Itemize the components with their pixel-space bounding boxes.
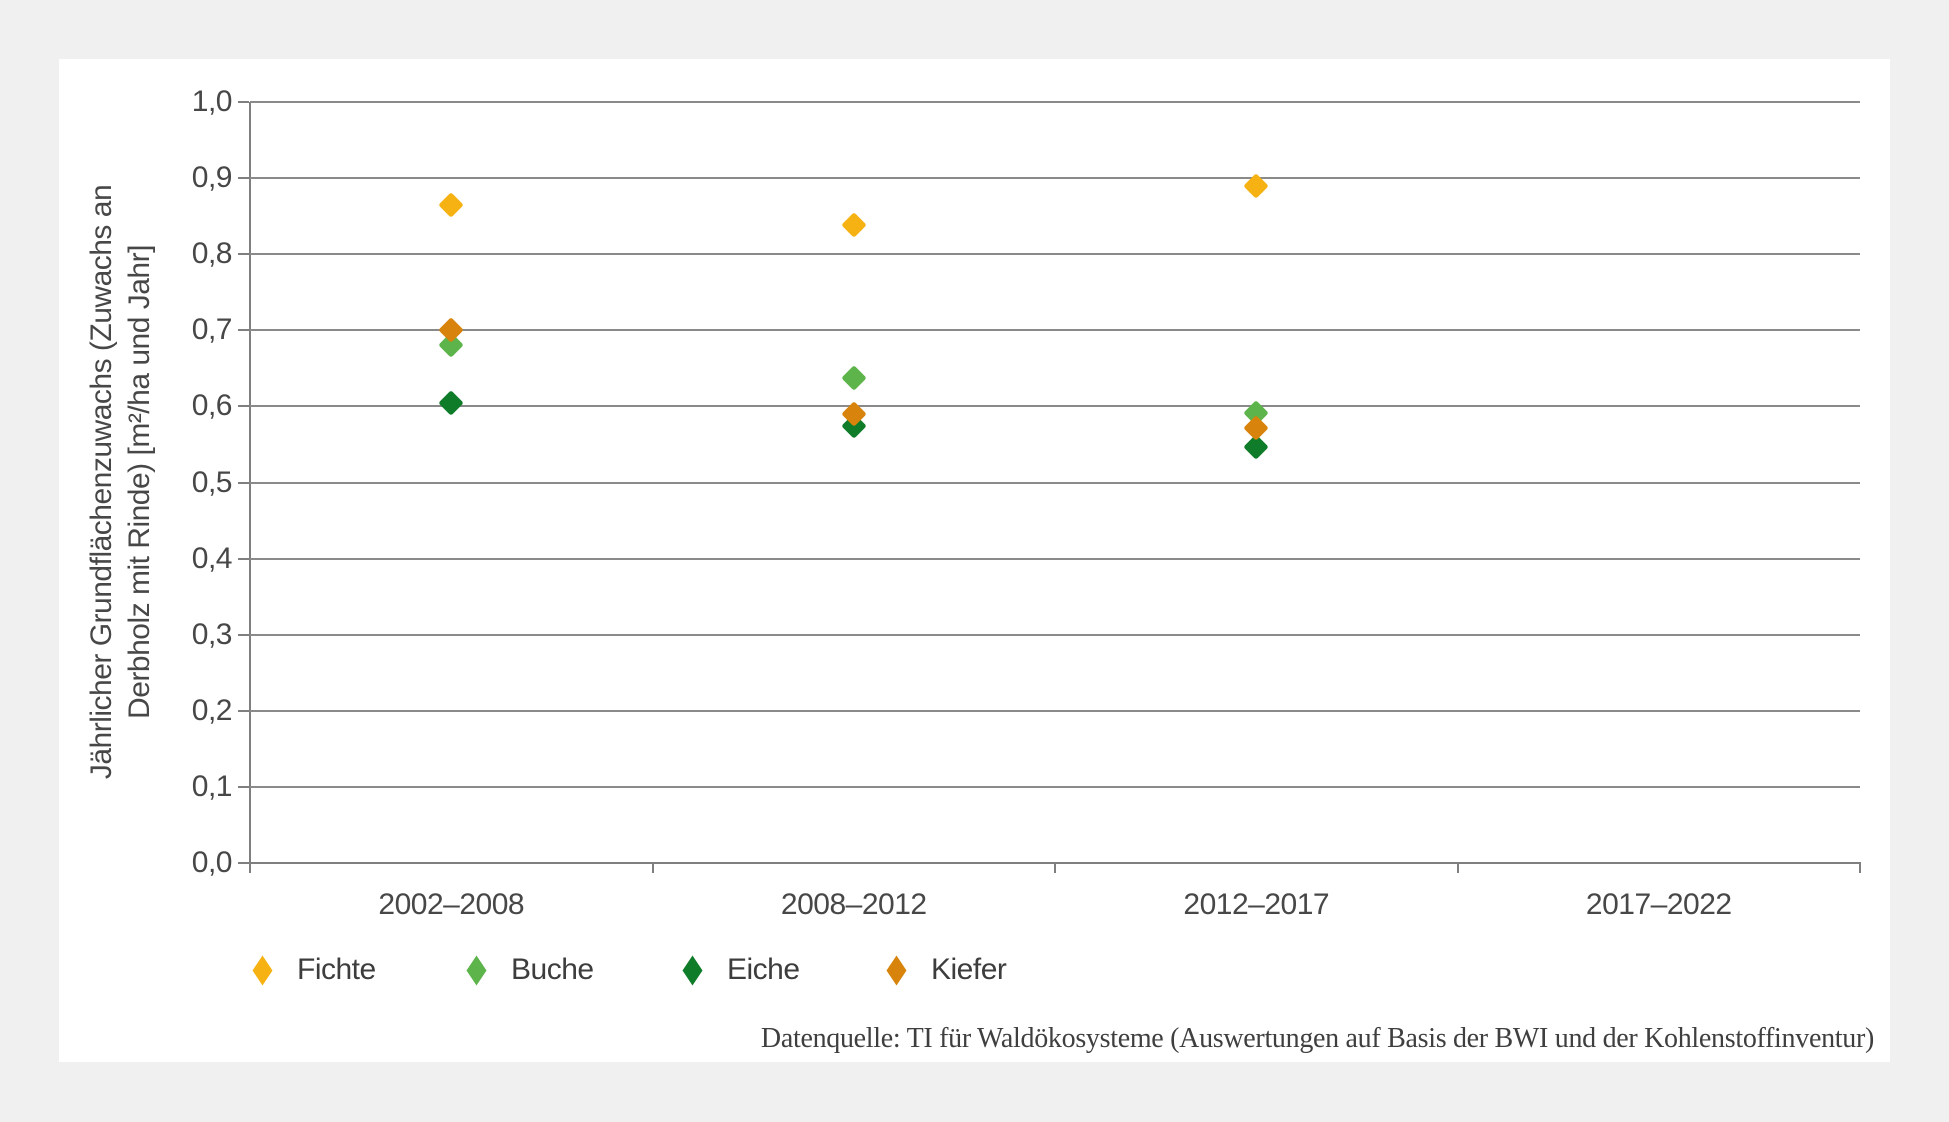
legend-item-buche: Buche: [466, 953, 594, 987]
legend-label: Eiche: [727, 953, 800, 986]
data-point-fichte: [841, 211, 867, 238]
legend-label: Kiefer: [931, 953, 1007, 986]
legend-diamond-icon: [252, 955, 273, 985]
x-tick-mark: [1054, 863, 1056, 873]
legend-diamond-icon: [466, 955, 487, 985]
x-tick-mark: [651, 863, 654, 873]
y-tick-mark: [238, 557, 249, 560]
x-tick-mark: [1859, 863, 1861, 873]
x-category-label: 2002–2008: [378, 888, 525, 921]
x-category-label: 2012–2017: [1183, 888, 1330, 921]
legend-diamond-icon: [886, 955, 907, 985]
legend-item-eiche: Eiche: [682, 953, 800, 987]
data-point-fichte: [438, 192, 464, 219]
y-tick-label: 0,2: [191, 693, 233, 727]
y-tick-label: 0,6: [191, 389, 233, 423]
y-tick-mark: [238, 709, 249, 712]
chart-card: [59, 59, 1890, 1062]
x-tick-mark: [1456, 863, 1459, 873]
y-tick-label: 0,1: [191, 769, 233, 803]
gridline: [250, 253, 1860, 256]
y-tick-label: 0,3: [191, 617, 233, 651]
legend-item-fichte: Fichte: [252, 953, 376, 987]
gridline: [250, 633, 1860, 636]
y-tick-label: 0,7: [191, 313, 233, 347]
y-tick-label: 0,4: [191, 541, 233, 575]
legend-label: Buche: [511, 953, 594, 986]
y-tick-mark: [238, 177, 249, 180]
y-tick-mark: [238, 633, 249, 636]
source-note: Datenquelle: TI für Waldökosysteme (Ausw…: [760, 1023, 1874, 1054]
gridline: [250, 405, 1860, 408]
gridline: [250, 101, 1860, 103]
y-axis-line: [249, 102, 251, 872]
y-tick-mark: [238, 101, 249, 103]
legend-diamond-icon: [682, 955, 703, 985]
y-tick-label: 0,8: [191, 237, 233, 271]
legend-item-kiefer: Kiefer: [886, 953, 1007, 987]
y-tick-mark: [238, 253, 249, 256]
y-tick-label: 1,0: [191, 85, 233, 118]
y-tick-mark: [238, 329, 249, 332]
y-tick-mark: [238, 481, 249, 484]
gridline: [250, 481, 1860, 484]
gridline: [250, 785, 1860, 788]
gridline: [250, 709, 1860, 712]
legend-label: Fichte: [297, 953, 376, 986]
gridline: [250, 177, 1860, 180]
data-point-eiche: [438, 390, 464, 417]
x-category-label: 2008–2012: [780, 888, 927, 921]
x-tick-mark: [249, 863, 251, 873]
data-point-kiefer: [438, 316, 464, 343]
data-point-buche: [841, 365, 867, 391]
y-tick-label: 0,0: [191, 846, 233, 879]
y-axis-title-line1: Jährlicher Grundflächenzuwachs (Zuwachs …: [85, 184, 118, 780]
y-tick-mark: [238, 405, 249, 408]
x-category-label: 2017–2022: [1585, 888, 1732, 921]
y-tick-mark: [238, 785, 249, 788]
gridline: [250, 329, 1860, 332]
y-tick-label: 0,9: [191, 161, 233, 195]
y-tick-mark: [238, 862, 249, 864]
gridline: [250, 557, 1860, 560]
data-point-kiefer: [1243, 414, 1269, 441]
y-tick-label: 0,5: [191, 465, 233, 499]
